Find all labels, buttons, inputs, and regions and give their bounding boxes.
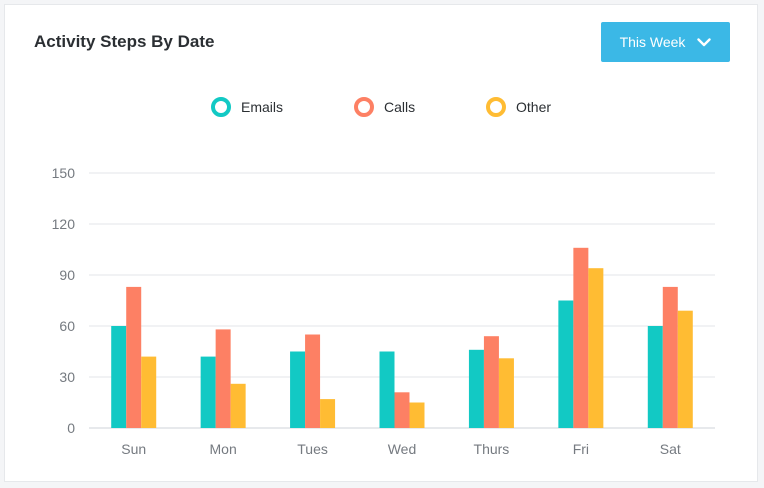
y-tick-label: 90 — [59, 267, 75, 283]
bar-other-sun — [141, 356, 157, 428]
bar-calls-thurs — [483, 336, 499, 428]
bar-other-tues — [320, 399, 336, 428]
chevron-down-icon — [697, 37, 712, 46]
x-tick-label: Sat — [660, 441, 681, 457]
bar-calls-sat — [662, 286, 678, 428]
bar-other-mon — [230, 383, 246, 428]
legend-item-emails[interactable]: Emails — [211, 97, 283, 117]
bar-calls-fri — [573, 247, 589, 428]
legend-label-emails: Emails — [241, 99, 284, 115]
x-tick-label: Mon — [210, 441, 237, 457]
x-tick-label: Tues — [297, 441, 328, 457]
y-tick-label: 0 — [67, 420, 75, 436]
legend-item-calls[interactable]: Calls — [354, 97, 415, 117]
legend-marker-emails — [211, 97, 231, 117]
bar-other-thurs — [498, 358, 514, 428]
bar-calls-mon — [215, 329, 231, 428]
card-title: Activity Steps By Date — [34, 32, 215, 51]
bar-calls-sun — [126, 286, 142, 428]
y-tick-label: 150 — [52, 165, 76, 181]
bar-calls-wed — [394, 392, 410, 428]
y-tick-label: 30 — [59, 369, 75, 385]
legend-label-other: Other — [516, 99, 552, 115]
x-tick-label: Fri — [573, 441, 589, 457]
x-tick-label: Sun — [121, 441, 146, 457]
legend-marker-calls — [354, 97, 374, 117]
bar-emails-tues — [290, 351, 306, 428]
bar-chart: 0 30 60 90 120 150 Sun Mon Tues Wed Thurs Fri Sat — [52, 165, 715, 457]
bar-other-sat — [677, 310, 693, 428]
date-range-label: This Week — [619, 34, 686, 50]
bar-emails-sat — [647, 326, 663, 428]
x-tick-label: Wed — [388, 441, 417, 457]
x-tick-label: Thurs — [474, 441, 510, 457]
legend-item-other[interactable]: Other — [486, 97, 551, 117]
activity-card: Activity Steps By Date This Week Emails … — [4, 4, 758, 482]
chart-legend: Emails Calls Other — [5, 97, 759, 121]
bar-emails-thurs — [468, 349, 484, 428]
date-range-dropdown[interactable]: This Week — [601, 22, 730, 62]
legend-marker-other — [486, 97, 506, 117]
bar-other-fri — [588, 268, 604, 428]
bar-emails-fri — [558, 300, 574, 428]
bar-emails-sun — [111, 326, 127, 428]
bar-emails-wed — [379, 351, 395, 428]
legend-label-calls: Calls — [384, 99, 416, 115]
y-tick-label: 120 — [52, 216, 76, 232]
bar-other-wed — [409, 402, 425, 428]
bar-calls-tues — [305, 334, 321, 428]
y-tick-label: 60 — [59, 318, 75, 334]
bar-emails-mon — [200, 356, 216, 428]
